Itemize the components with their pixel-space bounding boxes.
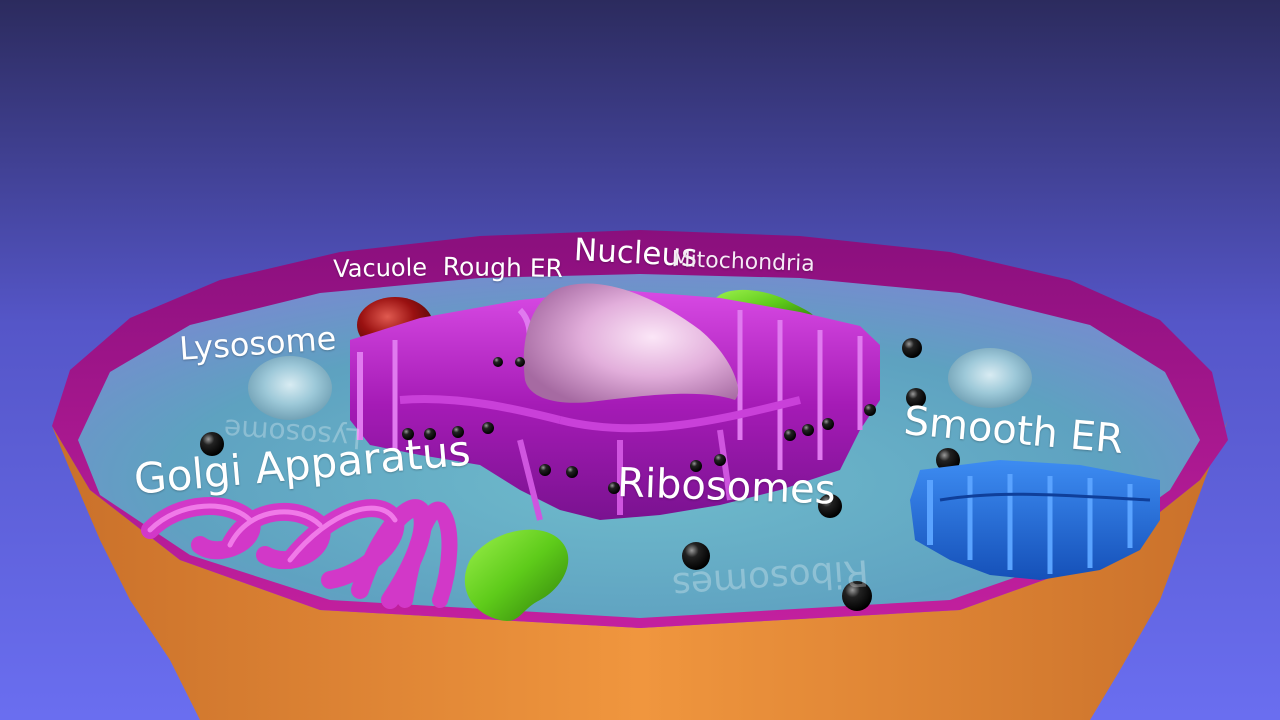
cell-wall	[52, 420, 1228, 720]
vacuole-right	[948, 348, 1032, 408]
mitochondrion-bottom	[464, 529, 569, 621]
golgi-apparatus	[141, 497, 458, 609]
label-vacuole: Vacuole	[333, 253, 428, 283]
vacuole-left	[248, 356, 332, 420]
label-ribosomes: Ribosomes	[616, 460, 837, 514]
ribosomes-on-er	[402, 357, 876, 494]
label-mitochondria: Mitochondria	[671, 247, 816, 277]
label-rough-er: Rough ER	[442, 252, 564, 284]
smooth-er	[910, 460, 1160, 580]
nucleus	[523, 283, 739, 403]
